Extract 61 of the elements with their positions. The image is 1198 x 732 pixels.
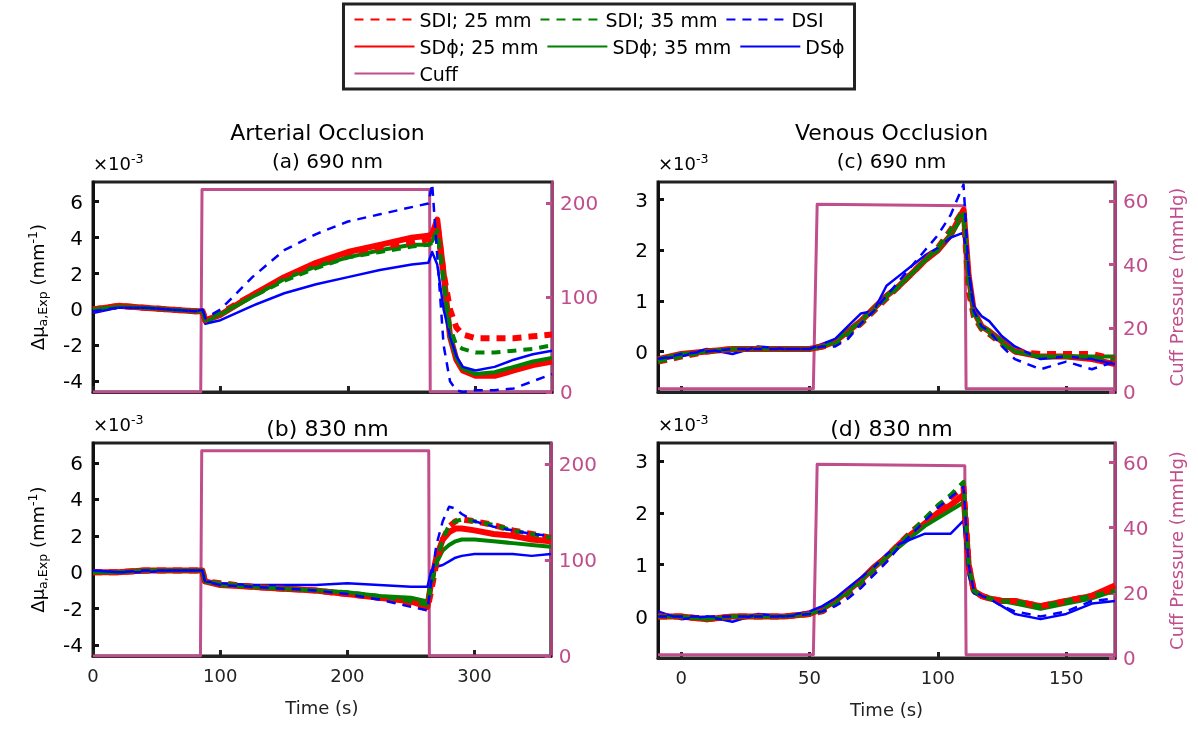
y-tick-label: 0 [635,339,648,364]
legend-label: SDϕ; 35 mm [612,35,732,58]
y2-tick-label: 60 [1123,450,1149,475]
y2-tick-label: 40 [1123,252,1149,277]
chart-subtitle: (c) 690 nm [836,149,947,173]
y2-tick-label: 40 [1123,515,1149,540]
y2-tick-label: 0 [1123,380,1136,404]
y-axis-title: Δμa,Exp (mm-1) [25,223,50,351]
y2-tick-label: 200 [558,452,598,477]
y2-axis-title: Cuff Pressure (mmHg) [1165,451,1187,650]
x-axis-title: Time (s) [848,698,924,720]
y2-tick-label: 200 [560,190,599,215]
x-tick-label: 50 [798,666,821,688]
x-axis-title: Time (s) [284,696,359,718]
y-tick-label: 3 [635,449,648,474]
y2-tick-label: 0 [558,644,572,668]
x-tick-label: 150 [1049,666,1084,688]
y2-tick-label: 0 [1123,646,1136,670]
y2-tick-label: 0 [560,380,573,404]
legend-label: SDI; 25 mm [419,8,532,31]
y-tick-label: 0 [70,297,83,322]
y-tick-label: 3 [635,187,648,212]
x-tick-label: 100 [920,666,956,688]
legend-label: DSI [791,8,824,31]
chart-title: (d) 830 nm [830,415,953,441]
legend-label: SDI; 35 mm [605,8,718,31]
legend-label: SDϕ; 25 mm [419,35,539,58]
x-tick-label: 0 [675,666,687,688]
chart-title: Arterial Occlusion [230,119,425,145]
x-tick-label: 300 [457,664,492,686]
chart-subtitle: (a) 690 nm [272,149,383,173]
y-tick-label: -2 [63,596,83,621]
y2-tick-label: 100 [558,548,598,573]
chart-title: Venous Occlusion [794,119,989,145]
y-tick-label: 6 [70,451,83,476]
x-tick-label: 0 [87,664,99,686]
x-tick-label: 100 [202,664,238,686]
y-tick-label: 2 [635,500,648,525]
y-tick-label: 4 [70,487,83,512]
y-tick-label: 1 [635,552,648,577]
y-tick-label: 2 [70,523,83,548]
y-tick-label: 2 [635,238,648,263]
y-tick-label: 4 [70,225,83,250]
legend-label: Cuff [419,62,459,85]
y-tick-label: 2 [70,261,83,286]
y-tick-label: -4 [63,633,83,658]
y2-tick-label: 20 [1123,580,1149,605]
y2-axis-title: Cuff Pressure (mmHg) [1165,187,1187,387]
y2-tick-label: 20 [1123,316,1149,341]
y2-tick-label: 100 [560,285,599,310]
y-tick-label: 1 [635,288,648,313]
x-tick-label: 200 [330,664,365,686]
y2-tick-label: 60 [1123,189,1149,214]
y-tick-label: -4 [63,369,83,394]
y-tick-label: 6 [70,189,83,214]
y-tick-label: 0 [635,604,648,629]
y-tick-label: 0 [70,560,83,585]
chart-title: (b) 830 nm [266,415,389,441]
y-axis-title: Δμa,Exp (mm-1) [25,486,50,613]
y-tick-label: -2 [63,333,83,358]
legend-label: DSϕ [805,35,845,58]
